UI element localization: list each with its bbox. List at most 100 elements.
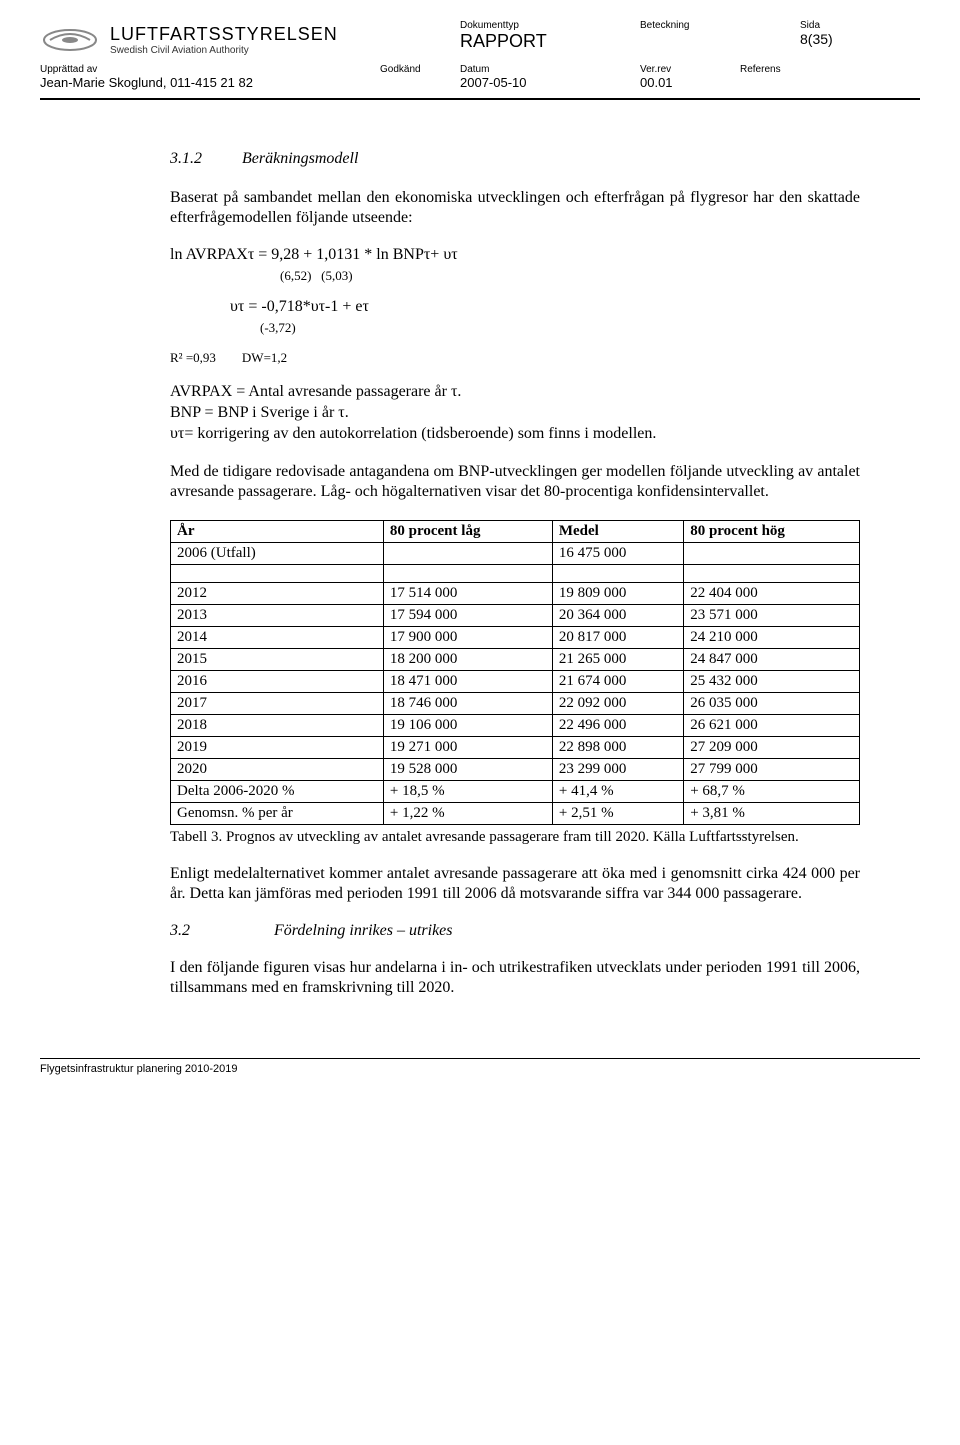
- godkand-label: Godkänd: [380, 64, 460, 75]
- section-title-3-2: Fördelning inrikes – utrikes: [274, 922, 453, 939]
- table-cell: 2017: [171, 693, 384, 715]
- section-heading-3-1-2: 3.1.2 Beräkningsmodell: [170, 150, 860, 168]
- table-cell: 24 847 000: [684, 649, 860, 671]
- table-cell: 26 035 000: [684, 693, 860, 715]
- referens-field: Referens: [740, 64, 840, 90]
- table-row: Genomsn. % per år+ 1,22 %+ 2,51 %+ 3,81 …: [171, 803, 860, 825]
- table-cell: [684, 565, 860, 583]
- table-row: 201217 514 00019 809 00022 404 000: [171, 583, 860, 605]
- beteckning-field: Beteckning: [640, 20, 800, 52]
- table-cell: + 3,81 %: [684, 803, 860, 825]
- page-footer: Flygetsinfrastruktur planering 2010-2019: [40, 1058, 920, 1075]
- table-cell: 17 514 000: [383, 583, 552, 605]
- table-cell: 22 898 000: [552, 737, 683, 759]
- table-cell: 2012: [171, 583, 384, 605]
- table-cell: 21 265 000: [552, 649, 683, 671]
- table-cell: 17 900 000: [383, 627, 552, 649]
- formula-tstats-1: (6,52) (5,03): [280, 268, 860, 284]
- table-cell: 2006 (Utfall): [171, 543, 384, 565]
- table-cell: 21 674 000: [552, 671, 683, 693]
- upprattad-label: Upprättad av: [40, 64, 380, 75]
- para-section-3-2: I den följande figuren visas hur andelar…: [170, 958, 860, 998]
- def-upsilon: υτ= korrigering av den autokorrelation (…: [170, 424, 860, 445]
- table-cell: 2013: [171, 605, 384, 627]
- table-cell: 17 594 000: [383, 605, 552, 627]
- dokumenttyp-label: Dokumenttyp: [460, 20, 640, 31]
- table-cell: Genomsn. % per år: [171, 803, 384, 825]
- para-after-table: Enligt medelalternativet kommer antalet …: [170, 864, 860, 904]
- table-cell: 24 210 000: [684, 627, 860, 649]
- col-low: 80 procent låg: [383, 521, 552, 543]
- table-row: [171, 565, 860, 583]
- table-cell: 2020: [171, 759, 384, 781]
- datum-label: Datum: [460, 64, 640, 75]
- table-row: 201718 746 00022 092 00026 035 000: [171, 693, 860, 715]
- table-cell: 2015: [171, 649, 384, 671]
- formula-error: υτ = -0,718*υτ-1 + eτ: [230, 298, 860, 316]
- variable-definitions: AVRPAX = Antal avresande passagerare år …: [170, 382, 860, 444]
- sida-label: Sida: [800, 20, 860, 31]
- table-cell: 19 106 000: [383, 715, 552, 737]
- table-cell: [383, 543, 552, 565]
- datum-field: Datum 2007-05-10: [460, 64, 640, 90]
- table-row: 202019 528 00023 299 00027 799 000: [171, 759, 860, 781]
- col-medel: Medel: [552, 521, 683, 543]
- table-header-row: År 80 procent låg Medel 80 procent hög: [171, 521, 860, 543]
- table-row: 2006 (Utfall) 16 475 000: [171, 543, 860, 565]
- table-row: 201518 200 00021 265 00024 847 000: [171, 649, 860, 671]
- table-cell: 23 299 000: [552, 759, 683, 781]
- table-cell: 2016: [171, 671, 384, 693]
- table-cell: 20 364 000: [552, 605, 683, 627]
- section-title: Beräkningsmodell: [242, 150, 358, 168]
- intro-paragraph: Baserat på sambandet mellan den ekonomis…: [170, 188, 860, 228]
- table-cell: 23 571 000: [684, 605, 860, 627]
- verrev-label: Ver.rev: [640, 64, 740, 75]
- upprattad-field: Upprättad av Jean-Marie Skoglund, 011-41…: [40, 64, 380, 90]
- para-model-results: Med de tidigare redovisade antagandena o…: [170, 462, 860, 502]
- table-row: Delta 2006-2020 %+ 18,5 %+ 41,4 %+ 68,7 …: [171, 781, 860, 803]
- table-cell: Delta 2006-2020 %: [171, 781, 384, 803]
- col-year: År: [171, 521, 384, 543]
- formula-main: ln AVRPAXτ = 9,28 + 1,0131 * ln BNPτ+ υτ: [170, 246, 860, 264]
- table-cell: 22 404 000: [684, 583, 860, 605]
- table-cell: 18 471 000: [383, 671, 552, 693]
- org-name: LUFTFARTSSTYRELSEN: [110, 24, 338, 45]
- table-row: 201819 106 00022 496 00026 621 000: [171, 715, 860, 737]
- table-caption: Tabell 3. Prognos av utveckling av antal…: [170, 829, 860, 846]
- table-cell: [171, 565, 384, 583]
- table-cell: 19 271 000: [383, 737, 552, 759]
- logo-block: LUFTFARTSSTYRELSEN Swedish Civil Aviatio…: [40, 20, 380, 60]
- table-row: 201618 471 00021 674 00025 432 000: [171, 671, 860, 693]
- table-row: 201919 271 00022 898 00027 209 000: [171, 737, 860, 759]
- document-content: 3.1.2 Beräkningsmodell Baserat på samban…: [40, 150, 920, 998]
- formula-error-tstat: (-3,72): [260, 320, 860, 336]
- section-heading-3-2: 3.2 Fördelning inrikes – utrikes: [170, 922, 860, 940]
- table-cell: 27 209 000: [684, 737, 860, 759]
- table-cell: 18 200 000: [383, 649, 552, 671]
- table-cell: 19 809 000: [552, 583, 683, 605]
- dokumenttyp-value: RAPPORT: [460, 31, 640, 52]
- table-cell: [383, 565, 552, 583]
- dokumenttyp-field: Dokumenttyp RAPPORT: [460, 20, 640, 52]
- def-bnp: BNP = BNP i Sverige i år τ.: [170, 403, 860, 424]
- verrev-value: 00.01: [640, 75, 740, 90]
- sida-value: 8(35): [800, 31, 860, 47]
- section-number-3-2: 3.2: [170, 922, 270, 940]
- table-row: 201417 900 00020 817 00024 210 000: [171, 627, 860, 649]
- table-cell: [552, 565, 683, 583]
- datum-value: 2007-05-10: [460, 75, 640, 90]
- col-high: 80 procent hög: [684, 521, 860, 543]
- table-cell: + 41,4 %: [552, 781, 683, 803]
- table-cell: 26 621 000: [684, 715, 860, 737]
- table-cell: 2018: [171, 715, 384, 737]
- table-row: 201317 594 00020 364 00023 571 000: [171, 605, 860, 627]
- r-squared: R² =0,93: [170, 350, 216, 365]
- table-cell: 18 746 000: [383, 693, 552, 715]
- verrev-field: Ver.rev 00.01: [640, 64, 740, 90]
- table-cell: + 2,51 %: [552, 803, 683, 825]
- table-cell: 16 475 000: [552, 543, 683, 565]
- upprattad-value: Jean-Marie Skoglund, 011-415 21 82: [40, 75, 380, 90]
- referens-label: Referens: [740, 64, 840, 75]
- forecast-table: År 80 procent låg Medel 80 procent hög 2…: [170, 520, 860, 825]
- table-cell: 22 092 000: [552, 693, 683, 715]
